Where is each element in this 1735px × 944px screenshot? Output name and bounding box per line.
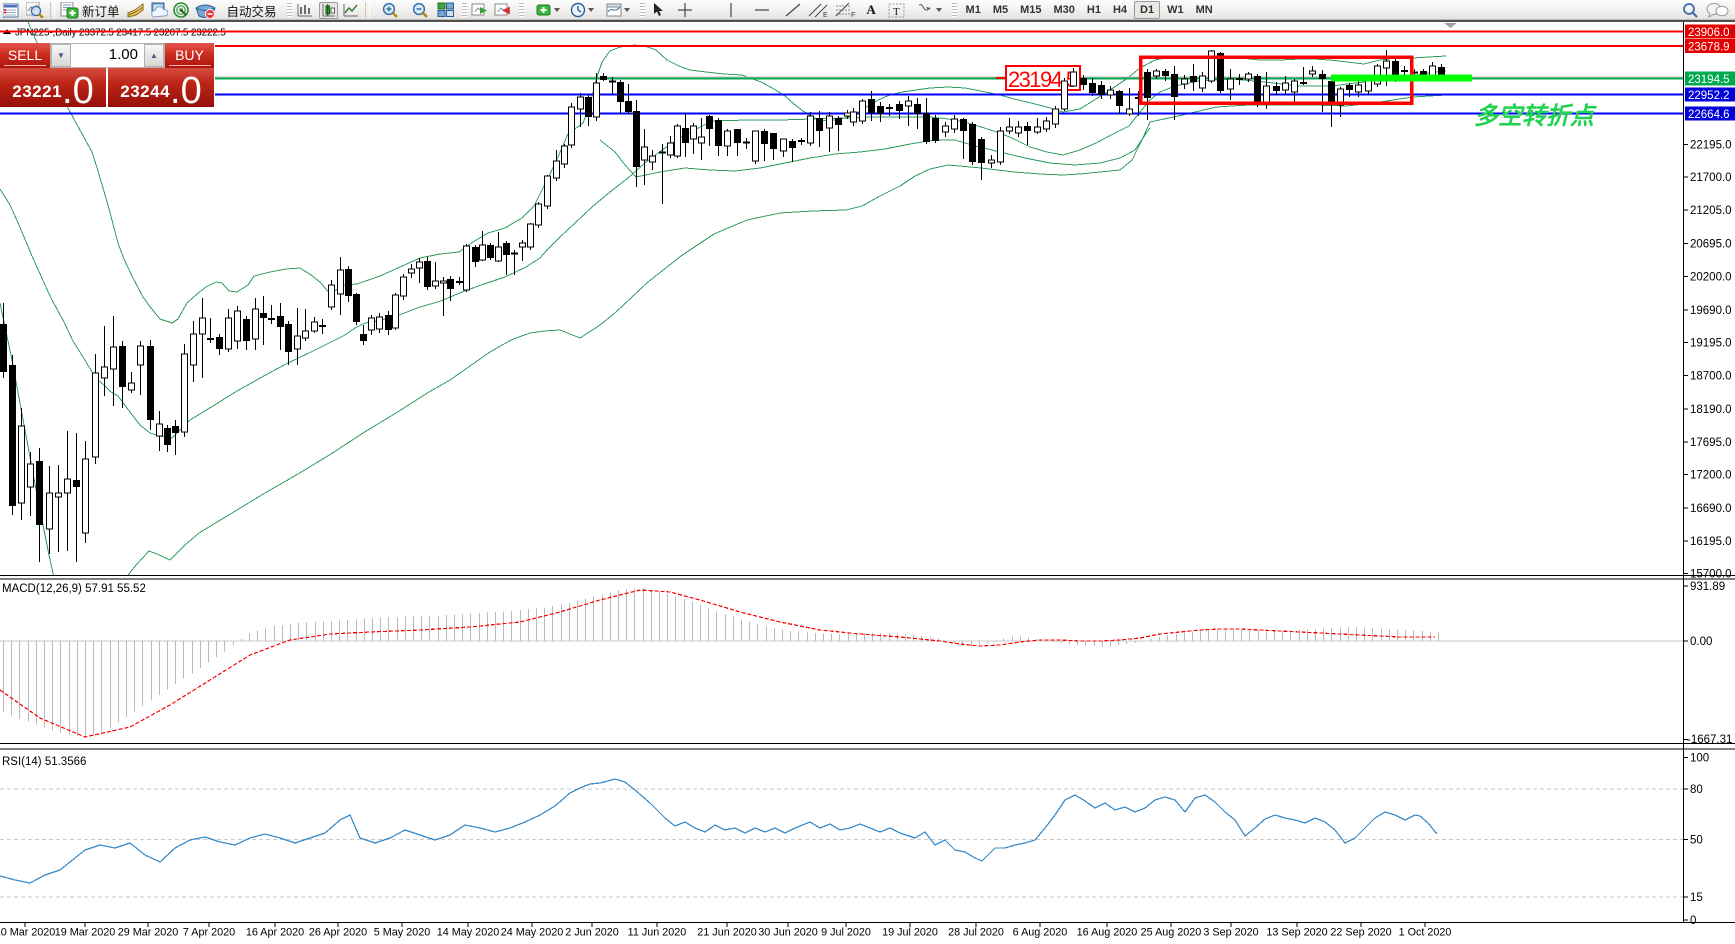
svg-text:10 Mar 2020: 10 Mar 2020 [0,927,55,939]
svg-text:13 Sep 2020: 13 Sep 2020 [1266,927,1327,939]
svg-text:17200.0: 17200.0 [1690,470,1732,482]
svg-text:MACD(12,26,9) 57.91 55.52: MACD(12,26,9) 57.91 55.52 [2,583,146,595]
svg-text:2 Jun 2020: 2 Jun 2020 [565,927,618,939]
svg-text:16 Apr 2020: 16 Apr 2020 [246,927,304,939]
svg-text:21205.0: 21205.0 [1690,205,1732,217]
svg-text:18190.0: 18190.0 [1690,404,1732,416]
svg-text:931.89: 931.89 [1690,581,1725,593]
svg-text:7 Apr 2020: 7 Apr 2020 [183,927,235,939]
svg-text:E: E [823,12,828,18]
svg-text:80: 80 [1690,784,1703,796]
svg-text:22 Sep 2020: 22 Sep 2020 [1330,927,1391,939]
svg-text:RSI(14) 51.3566: RSI(14) 51.3566 [2,756,86,768]
svg-text:15: 15 [1690,892,1703,904]
svg-text:0: 0 [1690,915,1696,927]
svg-text:T: T [893,6,900,18]
svg-text:22664.6: 22664.6 [1688,109,1730,121]
svg-text:9 Jul 2020: 9 Jul 2020 [821,927,871,939]
svg-text:24 May 2020: 24 May 2020 [501,927,563,939]
svg-text:19195.0: 19195.0 [1690,338,1732,350]
svg-text:-1667.31: -1667.31 [1687,734,1732,746]
svg-text:20200.0: 20200.0 [1690,271,1732,283]
svg-text:F: F [851,12,855,18]
svg-text:30 Jun 2020: 30 Jun 2020 [758,927,817,939]
svg-text:19 Jul 2020: 19 Jul 2020 [882,927,938,939]
svg-text:17695.0: 17695.0 [1690,437,1732,449]
svg-text:6 Aug 2020: 6 Aug 2020 [1013,927,1068,939]
svg-text:28 Jul 2020: 28 Jul 2020 [948,927,1004,939]
svg-text:11 Jun 2020: 11 Jun 2020 [628,927,687,939]
svg-text:29 Mar 2020: 29 Mar 2020 [118,927,179,939]
svg-text:23194.5: 23194.5 [1688,74,1730,86]
svg-text:JPN225-,Daily 23372.5 23417.5: JPN225-,Daily 23372.5 23417.5 23207.5 23… [15,28,226,39]
svg-text:16690.0: 16690.0 [1690,503,1732,515]
svg-text:22195.0: 22195.0 [1690,140,1732,152]
svg-text:16195.0: 16195.0 [1690,536,1732,548]
svg-text:20695.0: 20695.0 [1690,239,1732,251]
svg-text:5 May 2020: 5 May 2020 [374,927,430,939]
svg-text:23678.9: 23678.9 [1688,42,1730,54]
svg-text:19690.0: 19690.0 [1690,305,1732,317]
svg-text:50: 50 [1690,835,1703,847]
svg-text:23906.0: 23906.0 [1688,27,1730,39]
svg-text:1 Oct 2020: 1 Oct 2020 [1399,927,1452,939]
svg-text:25 Aug 2020: 25 Aug 2020 [1141,927,1202,939]
svg-text:21 Jun 2020: 21 Jun 2020 [697,927,756,939]
svg-text:14 May 2020: 14 May 2020 [437,927,499,939]
svg-text:15700.0: 15700.0 [1690,569,1732,581]
svg-text:26 Apr 2020: 26 Apr 2020 [309,927,367,939]
svg-text:多空转折点: 多空转折点 [1474,103,1597,130]
svg-text:18700.0: 18700.0 [1690,370,1732,382]
svg-text:16 Aug 2020: 16 Aug 2020 [1077,927,1138,939]
svg-text:21700.0: 21700.0 [1690,172,1732,184]
svg-text:19 Mar 2020: 19 Mar 2020 [55,927,116,939]
svg-text:100: 100 [1690,753,1709,765]
svg-text:0.00: 0.00 [1690,636,1712,648]
svg-text:22952.2: 22952.2 [1688,90,1730,102]
svg-text:3 Sep 2020: 3 Sep 2020 [1203,927,1258,939]
